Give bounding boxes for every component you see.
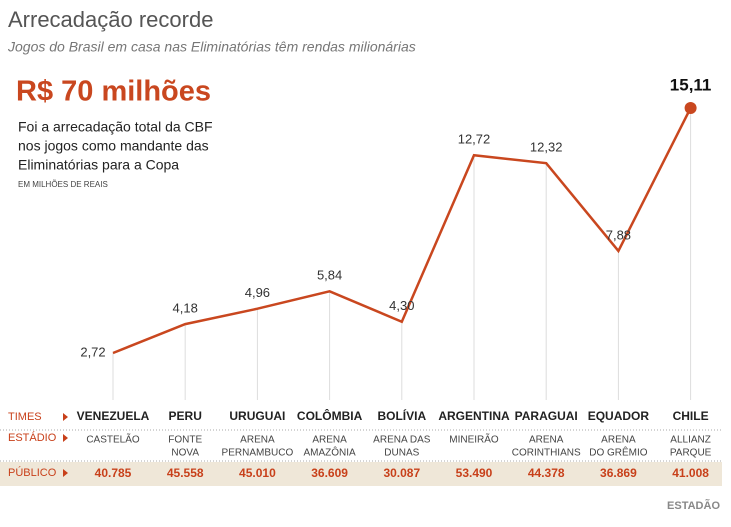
stadium: MINEIRÃO (449, 433, 499, 446)
stadium: DO GRÊMIO (589, 446, 648, 459)
value-label: 12,72 (458, 132, 491, 147)
x-tick-label: URUGUAI (229, 409, 285, 423)
highlight: R$ 70 milhões (16, 76, 211, 108)
description: Eliminatórias para a Copa (18, 157, 179, 173)
subtitle: Jogos do Brasil em casa nas Eliminatória… (7, 39, 416, 55)
x-tick-label: PARAGUAI (515, 409, 578, 423)
attendance: 41.008 (672, 466, 709, 480)
row-label: TIMES (8, 411, 42, 423)
stadium: ARENA (240, 435, 275, 446)
stadium: AMAZÔNIA (303, 446, 356, 459)
x-tick-label: CHILE (673, 409, 709, 423)
attendance: 30.087 (383, 466, 420, 480)
line (112, 107, 692, 355)
end-dot (684, 102, 697, 114)
stadium: DUNAS (384, 448, 419, 459)
stadium: CASTELÃO (86, 433, 140, 446)
value-label: 4,30 (389, 298, 414, 313)
x-tick-label: VENEZUELA (77, 409, 150, 423)
stadium: ARENA DAS (373, 435, 431, 446)
stadium: ARENA (601, 435, 636, 446)
x-tick-label: COLÔMBIA (297, 408, 363, 423)
attendance: 36.609 (311, 466, 348, 480)
attendance-band (0, 462, 722, 486)
stadium: ARENA (312, 435, 347, 446)
x-tick-label: EQUADOR (588, 409, 650, 423)
stadium: CORINTHIANS (512, 448, 581, 459)
x-tick-label: BOLÍVIA (377, 408, 426, 423)
value-label: 5,84 (317, 268, 342, 283)
value-label: 7,88 (606, 227, 631, 242)
row-arrow (63, 413, 68, 421)
title: Arrecadação recorde (8, 7, 213, 32)
x-tick-label: ARGENTINA (438, 409, 510, 423)
row-label: PÚBLICO (8, 466, 57, 479)
x-tick-label: PERU (169, 409, 202, 423)
description: Foi a arrecadação total da CBF (18, 119, 213, 135)
description: nos jogos como mandante das (18, 138, 209, 154)
stadium: ALLIANZ (670, 435, 711, 446)
value-label: 4,96 (245, 285, 270, 300)
row-arrow (63, 434, 68, 442)
attendance: 44.378 (528, 466, 565, 480)
value-label: 4,18 (173, 301, 198, 316)
source: ESTADÃO (667, 499, 720, 512)
attendance: 53.490 (456, 466, 493, 480)
attendance: 36.869 (600, 466, 637, 480)
stadium: NOVA (171, 448, 199, 459)
attendance: 40.785 (95, 466, 132, 480)
value-label: 15,11 (670, 75, 712, 94)
stadium: ARENA (529, 435, 564, 446)
value-label: 12,32 (530, 140, 563, 155)
attendance: 45.010 (239, 466, 276, 480)
stadium: PARQUE (670, 448, 712, 459)
stadium: PERNAMBUCO (222, 448, 294, 459)
value-label: 2,72 (80, 344, 105, 359)
stadium: FONTE (168, 435, 202, 446)
unit-note: EM MILHÕES DE REAIS (18, 180, 108, 189)
row-arrow (63, 469, 68, 477)
row-label: ESTÁDIO (8, 431, 57, 444)
attendance: 45.558 (167, 466, 204, 480)
